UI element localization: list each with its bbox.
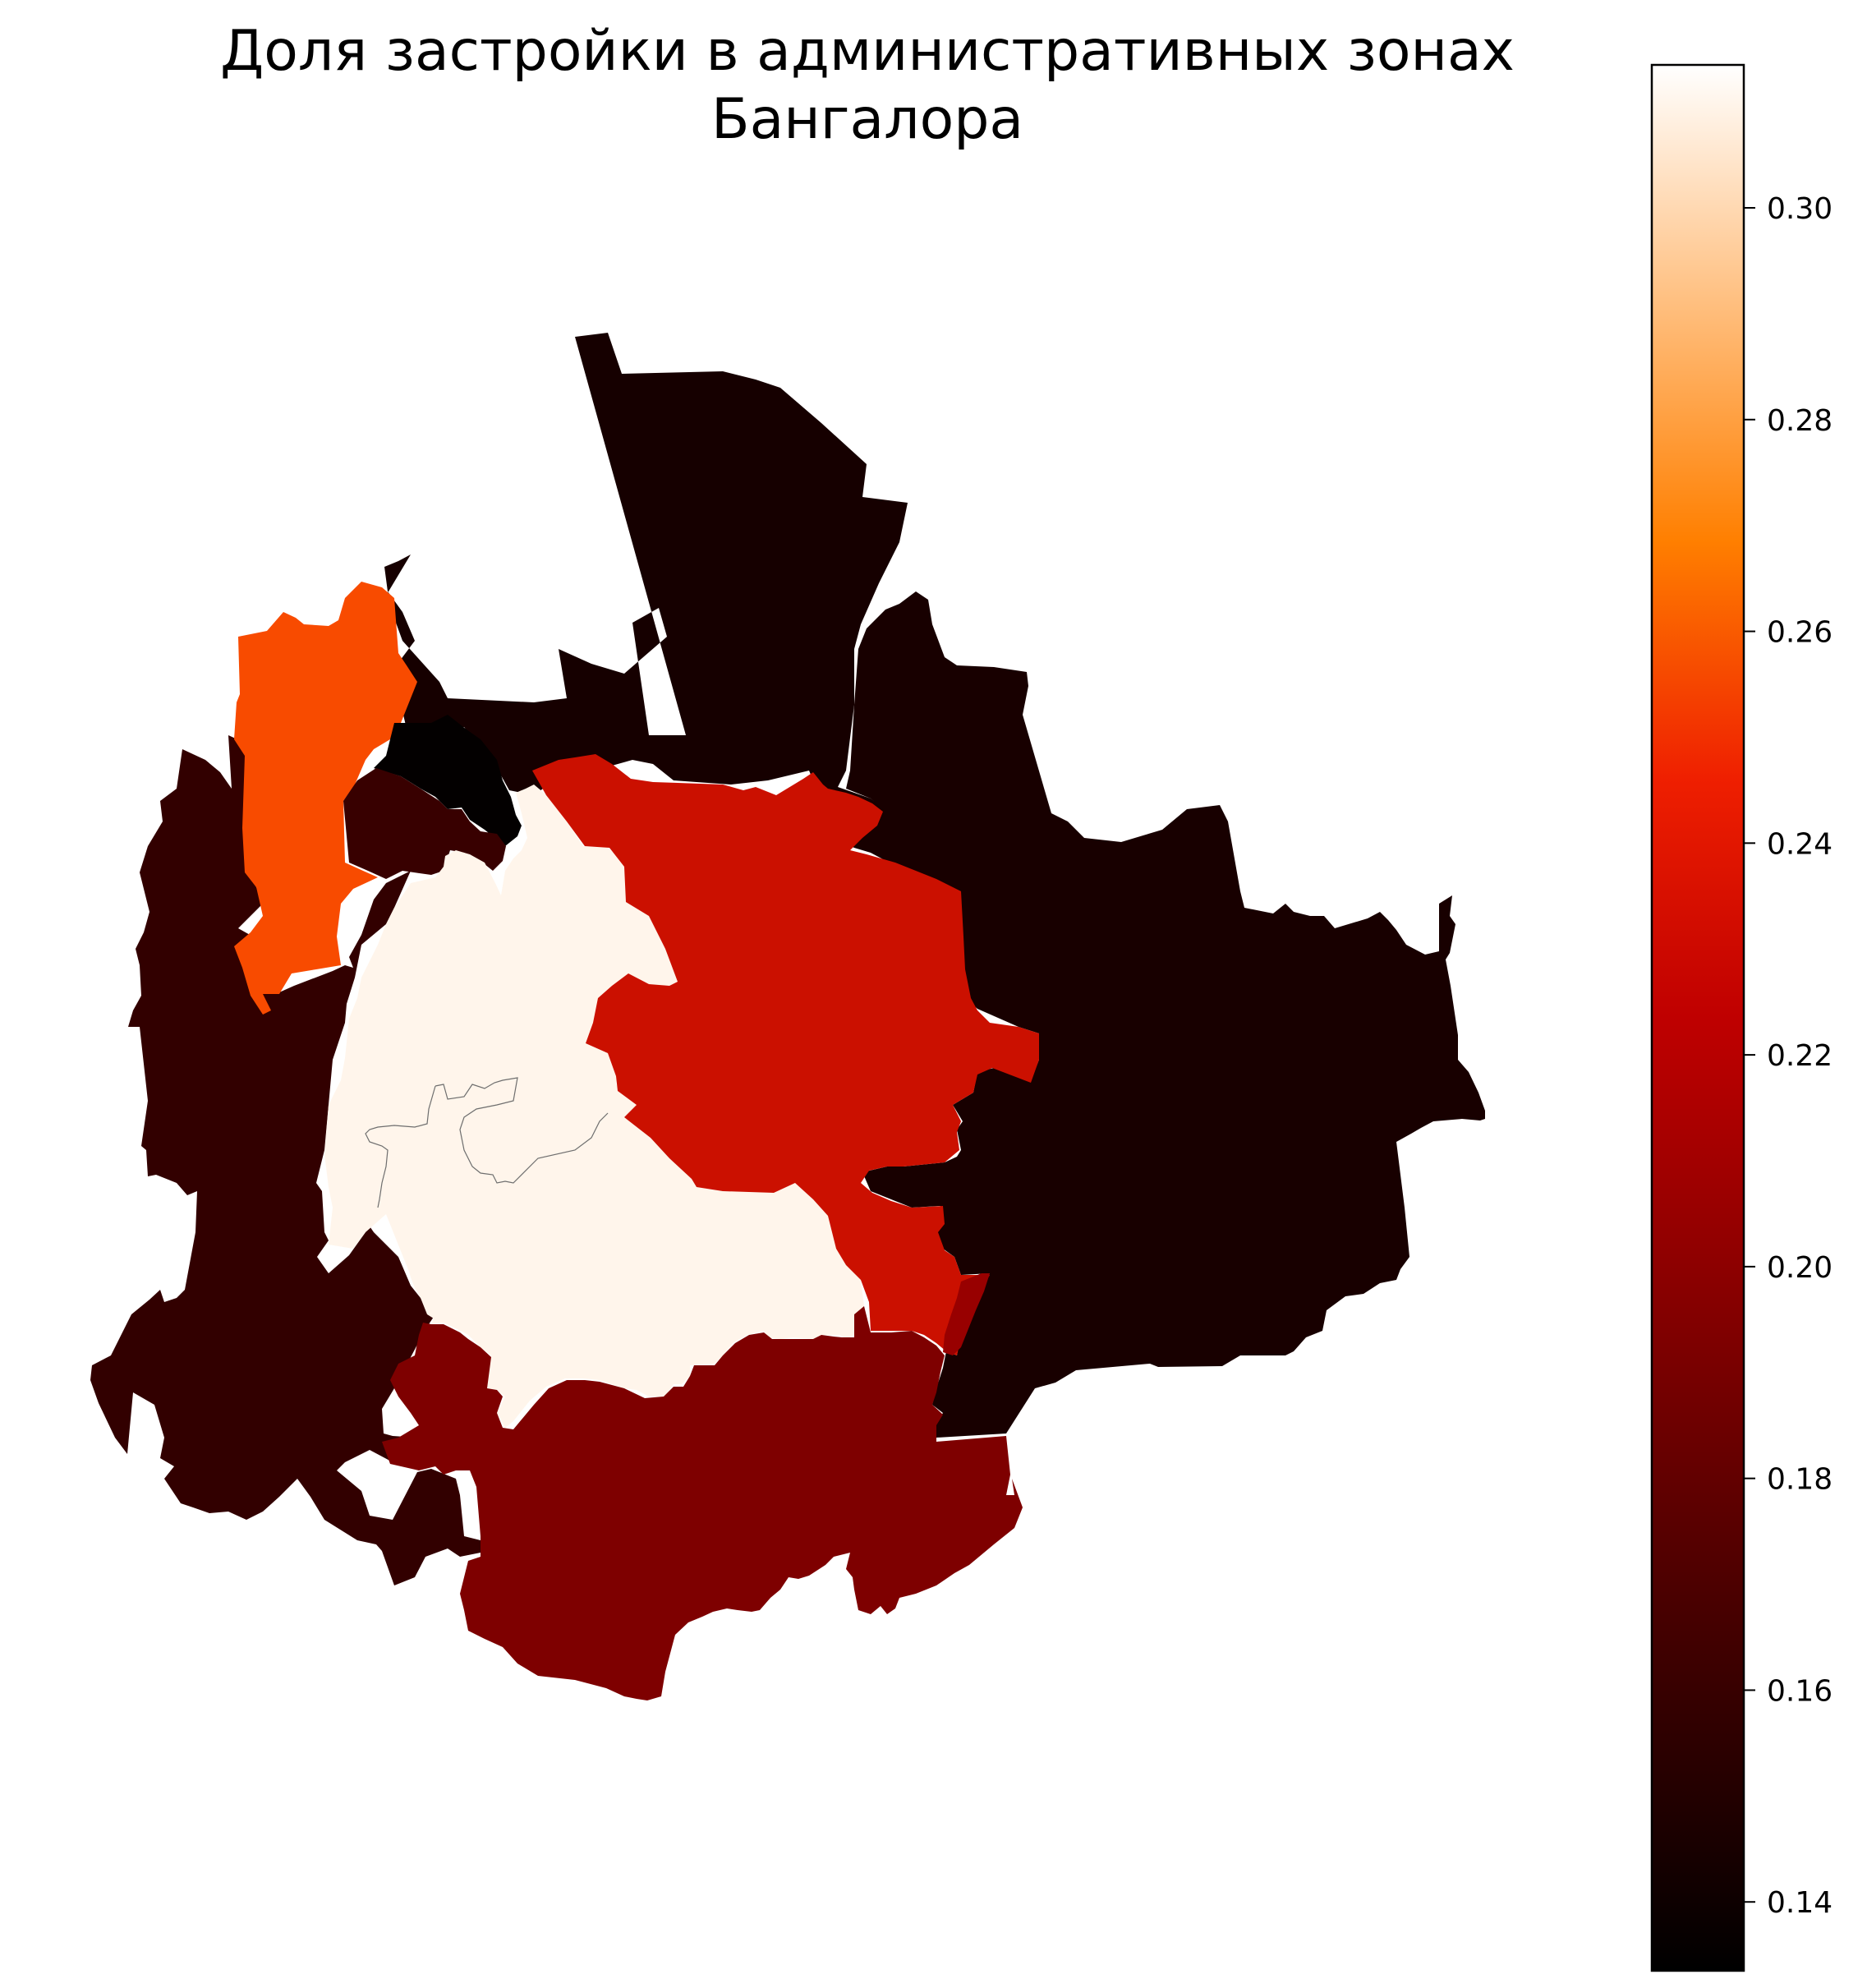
colorbar-ticks: 0.14 0.16 0.18 0.20 0.22 0.24 0.26 0.28 0.30 bbox=[1744, 192, 1833, 1920]
dark-wedge-zone[interactable] bbox=[343, 768, 506, 879]
northwest-zone[interactable] bbox=[234, 582, 417, 1015]
colorbar-tick-label: 0.28 bbox=[1767, 404, 1833, 438]
small-north-zone[interactable] bbox=[374, 715, 522, 846]
north-zone[interactable] bbox=[384, 333, 908, 848]
colorbar-tick-label: 0.20 bbox=[1767, 1251, 1833, 1285]
colorbar-tick-label: 0.14 bbox=[1767, 1886, 1833, 1920]
colorbar-gradient bbox=[1650, 63, 1745, 1972]
colorbar-tick-label: 0.16 bbox=[1767, 1674, 1833, 1708]
zones-layer bbox=[90, 333, 1485, 1700]
colorbar-tick-label: 0.24 bbox=[1767, 827, 1833, 861]
colorbar-tick-label: 0.26 bbox=[1767, 616, 1833, 650]
colorbar-tick-label: 0.22 bbox=[1767, 1039, 1833, 1073]
northeast-center-zone[interactable] bbox=[532, 754, 1039, 1355]
colorbar-tick-label: 0.30 bbox=[1767, 192, 1833, 226]
west-outer-zone[interactable] bbox=[90, 735, 481, 1585]
colorbar-tick-label: 0.18 bbox=[1767, 1463, 1833, 1497]
east-zone[interactable] bbox=[846, 591, 1485, 1438]
colorbar: 0.14 0.16 0.18 0.20 0.22 0.24 0.26 0.28 0.30 bbox=[1650, 63, 1833, 1972]
south-zone[interactable] bbox=[382, 1306, 1023, 1700]
map-title-line-1: Доля застройки в административных зонах bbox=[220, 19, 1515, 84]
central-zone[interactable] bbox=[324, 785, 864, 1428]
ward-boundary-lines bbox=[365, 1077, 609, 1208]
map-title-line-2: Бангалора bbox=[711, 87, 1023, 152]
small-southeast-zone[interactable] bbox=[943, 1273, 990, 1355]
